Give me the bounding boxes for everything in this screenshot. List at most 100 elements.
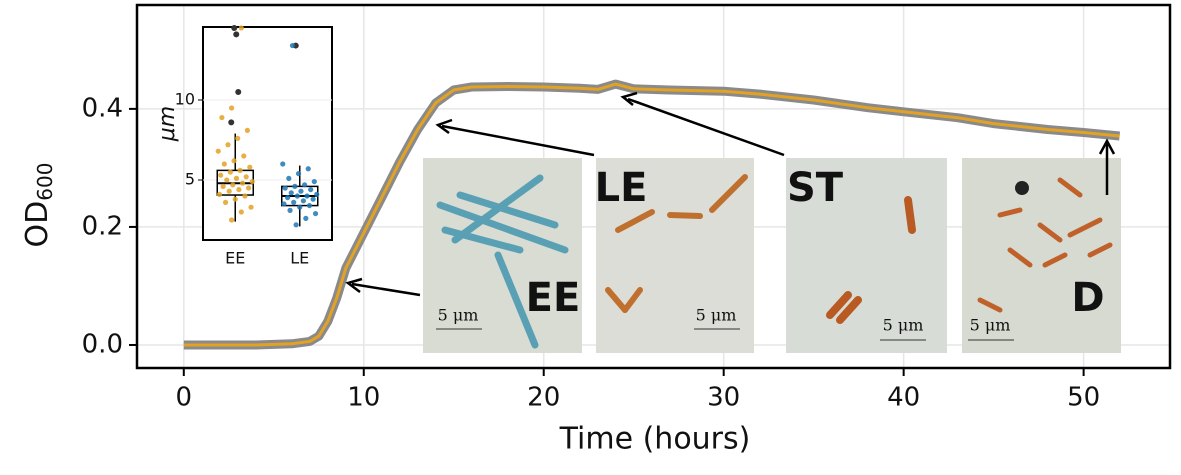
point xyxy=(238,25,244,31)
point xyxy=(226,188,232,194)
outlier xyxy=(235,88,242,95)
rods-st xyxy=(826,196,916,324)
point xyxy=(233,175,240,181)
point xyxy=(298,188,304,194)
y-axis-label: OD600 xyxy=(20,163,57,248)
point xyxy=(237,167,243,173)
scale-label: 5 μm xyxy=(970,316,1011,335)
label-st: ST xyxy=(787,165,844,211)
rods-ee xyxy=(436,174,569,349)
point xyxy=(305,166,311,172)
outlier xyxy=(231,24,238,31)
scale-label: 5 μm xyxy=(696,306,737,325)
point xyxy=(300,198,306,204)
arrows xyxy=(345,91,1116,297)
point xyxy=(286,175,292,181)
point xyxy=(242,193,248,199)
x-tick-label: 30 xyxy=(707,383,740,413)
y-tick-label: 0.0 xyxy=(82,329,123,359)
point xyxy=(297,204,303,210)
inset-background xyxy=(202,26,333,241)
point xyxy=(306,202,313,209)
point xyxy=(236,186,242,193)
point xyxy=(302,182,308,188)
point xyxy=(227,169,233,175)
point xyxy=(291,199,297,205)
point xyxy=(248,204,254,210)
y-label-main: OD xyxy=(20,201,55,248)
point xyxy=(239,180,246,186)
point xyxy=(219,114,225,121)
line xyxy=(183,82,1120,347)
point xyxy=(310,196,316,202)
image-ee xyxy=(423,158,582,353)
point xyxy=(280,161,286,167)
point xyxy=(308,186,314,193)
x-tick-label: 40 xyxy=(887,383,920,413)
y-tick-label: 0.2 xyxy=(82,211,123,241)
outlier xyxy=(228,119,235,126)
point xyxy=(230,182,236,188)
point xyxy=(312,210,319,217)
point xyxy=(303,215,309,221)
x-tick-label: 10 xyxy=(347,383,380,413)
point xyxy=(218,172,224,178)
outlier xyxy=(233,31,240,38)
point xyxy=(232,196,238,202)
plot-frame xyxy=(135,3,1172,370)
point xyxy=(314,191,320,197)
point xyxy=(281,201,287,207)
point xyxy=(222,199,229,205)
label-le: LE xyxy=(595,165,648,211)
x-tick-label: LE xyxy=(290,249,309,268)
point xyxy=(289,42,296,49)
point xyxy=(229,105,235,111)
micrographs xyxy=(423,158,1121,353)
point xyxy=(220,183,226,189)
point xyxy=(215,148,221,154)
point xyxy=(235,135,241,141)
x-axis-label: Time (hours) xyxy=(559,422,751,457)
y-tick-label: 0.4 xyxy=(82,93,123,123)
y-tick-label: 5 xyxy=(185,169,195,188)
point xyxy=(238,209,244,215)
point xyxy=(282,185,288,191)
inset-y-label: μm xyxy=(155,106,180,142)
x-tick-label: 20 xyxy=(527,383,560,413)
point xyxy=(294,193,300,199)
x-tick-label: 0 xyxy=(176,383,193,413)
image-st xyxy=(786,158,947,353)
point xyxy=(311,178,317,185)
point xyxy=(285,194,291,201)
x-tick-label: EE xyxy=(225,249,245,268)
point xyxy=(287,207,293,213)
point xyxy=(231,158,237,164)
y-label-sub: 600 xyxy=(33,163,57,201)
point xyxy=(246,185,252,191)
point xyxy=(293,222,299,228)
point xyxy=(243,174,249,180)
point xyxy=(224,177,230,183)
point xyxy=(241,153,247,159)
y-tick-label: 10 xyxy=(175,89,195,108)
scale-label: 5 μm xyxy=(883,316,924,335)
point xyxy=(229,217,235,223)
point xyxy=(292,183,298,189)
label-ee: EE xyxy=(526,275,581,321)
point xyxy=(249,178,255,185)
x-tick-label: 50 xyxy=(1067,383,1100,413)
point xyxy=(221,161,227,167)
point xyxy=(225,142,231,148)
point xyxy=(304,193,310,199)
point xyxy=(295,170,302,177)
rods-le xyxy=(605,174,748,313)
label-d: D xyxy=(1071,275,1104,321)
point xyxy=(247,164,253,170)
scale-label: 5 μm xyxy=(438,306,479,325)
scale-bars: 5 μm 5 μm 5 μm 5 μm xyxy=(436,306,1014,341)
point xyxy=(216,191,223,197)
rods-d xyxy=(977,177,1113,313)
point xyxy=(288,190,294,196)
point xyxy=(244,127,250,133)
